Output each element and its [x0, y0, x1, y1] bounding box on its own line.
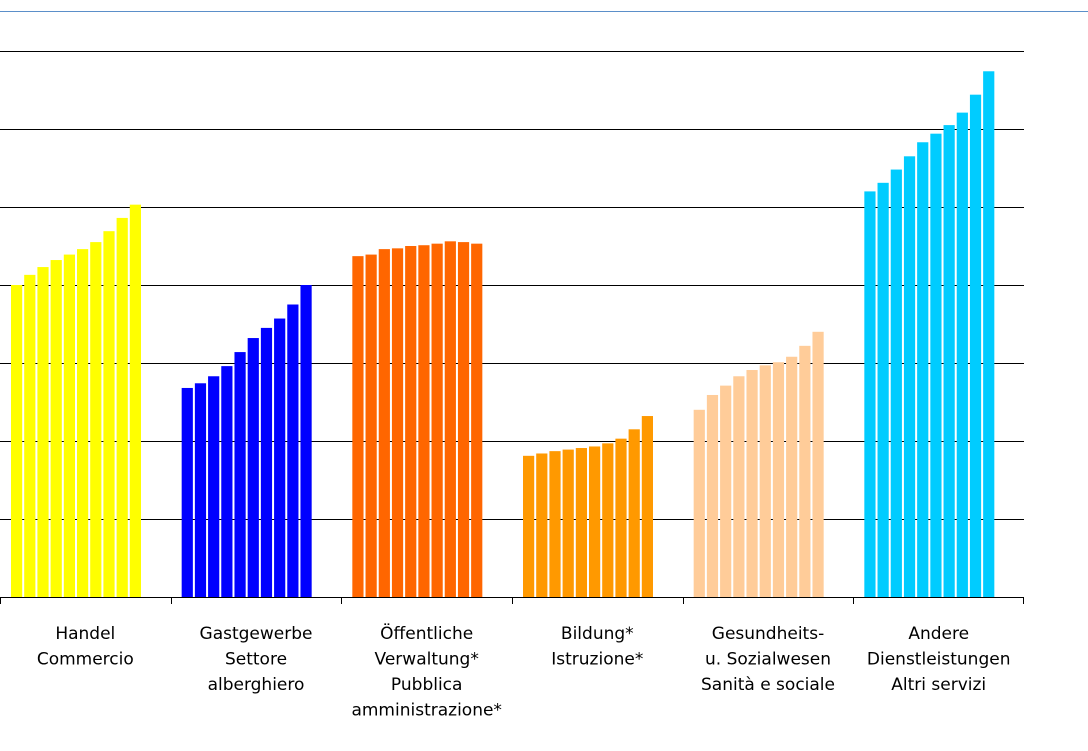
bar — [615, 438, 627, 597]
bar — [352, 256, 364, 597]
bar — [759, 365, 771, 597]
bar — [181, 387, 193, 597]
x-tick-label-line: alberghiero — [208, 675, 305, 695]
bar — [274, 318, 286, 597]
category-labels: Handel Commercio Gastgewerbe Settore albergh… — [37, 622, 1011, 721]
bar — [917, 142, 929, 597]
x-tick-label-line: Andere — [908, 624, 969, 644]
bar — [391, 248, 404, 597]
bar — [890, 169, 902, 597]
x-tick-label-line: Altri servizi — [891, 675, 986, 695]
bar — [812, 331, 824, 597]
x-tick-label: Andere Dienstleistungen Altri servizi — [867, 624, 1011, 695]
bar — [799, 345, 811, 597]
bar — [589, 446, 601, 597]
bar — [930, 133, 942, 597]
x-tick-label-line: Öffentliche — [380, 622, 473, 644]
bar — [864, 191, 876, 597]
x-axis — [0, 597, 1024, 604]
bar — [103, 231, 115, 597]
x-tick-label: Bildung* Istruzione* — [551, 624, 643, 670]
bar — [562, 449, 574, 597]
x-tick-label-line: Settore — [225, 650, 287, 670]
bar — [575, 448, 587, 597]
bar — [943, 125, 955, 597]
bar — [378, 249, 390, 597]
bar — [549, 451, 561, 597]
gridlines — [0, 51, 1024, 520]
bar — [418, 245, 430, 597]
bar — [221, 366, 233, 597]
bars — [11, 71, 995, 598]
bar — [37, 267, 49, 597]
x-tick-label: Gesundheits-u. Sozialwesen Sanità e socia… — [701, 624, 835, 695]
x-tick-label: Handel Commercio — [37, 624, 134, 670]
x-tick-label-line: Dienstleistungen — [867, 650, 1011, 670]
bar — [523, 455, 535, 597]
bar — [969, 94, 982, 598]
bar — [444, 241, 456, 597]
bar — [365, 254, 377, 597]
bar — [772, 362, 785, 597]
bar — [90, 242, 102, 597]
bar — [602, 443, 614, 597]
x-tick-label-line: Handel — [55, 624, 115, 644]
x-tick-label-line: Sanità e sociale — [701, 675, 835, 695]
x-tick-label-line: Bildung* — [561, 624, 634, 644]
bar — [877, 182, 889, 597]
x-tick-label-line: Commercio — [37, 650, 134, 670]
bar — [116, 217, 128, 598]
bar — [50, 260, 62, 597]
bar — [431, 243, 443, 597]
bar — [706, 394, 719, 597]
bar — [536, 453, 548, 597]
x-tick-label-line: Pubblica — [391, 675, 463, 695]
bar — [628, 429, 640, 597]
bar — [234, 352, 246, 597]
x-tick-label-line: Istruzione* — [551, 650, 643, 670]
bar — [956, 112, 968, 598]
bar — [287, 304, 299, 597]
bar — [24, 274, 36, 597]
x-tick-label-line: u. Sozialwesen — [705, 650, 831, 670]
bar — [786, 356, 798, 597]
bar — [208, 376, 220, 597]
x-tick-label-line: Verwaltung* — [375, 650, 479, 670]
bar — [194, 383, 207, 597]
bar — [63, 254, 75, 597]
bar — [77, 249, 89, 597]
x-tick-label-line: Gesundheits- — [712, 624, 824, 644]
x-tick-label-line: Gastgewerbe — [200, 624, 313, 644]
x-tick-label: Gastgewerbe Settore alberghiero — [200, 624, 313, 695]
bar — [903, 156, 916, 598]
bar — [457, 242, 470, 597]
top-rule — [0, 11, 1088, 12]
bar — [746, 370, 758, 597]
x-tick-label: Öffentliche Verwaltung* Pubblica amministra… — [351, 622, 501, 721]
bar — [11, 285, 23, 597]
bar — [405, 246, 417, 597]
bar — [129, 204, 141, 597]
bar — [471, 243, 483, 597]
bar — [300, 285, 312, 597]
bar — [983, 71, 995, 597]
bar — [247, 338, 259, 597]
bar — [733, 376, 745, 597]
bar — [720, 385, 732, 597]
bar — [260, 327, 273, 597]
bar — [693, 409, 705, 597]
bar — [641, 416, 653, 597]
x-tick-label-line: amministrazione* — [351, 701, 501, 721]
